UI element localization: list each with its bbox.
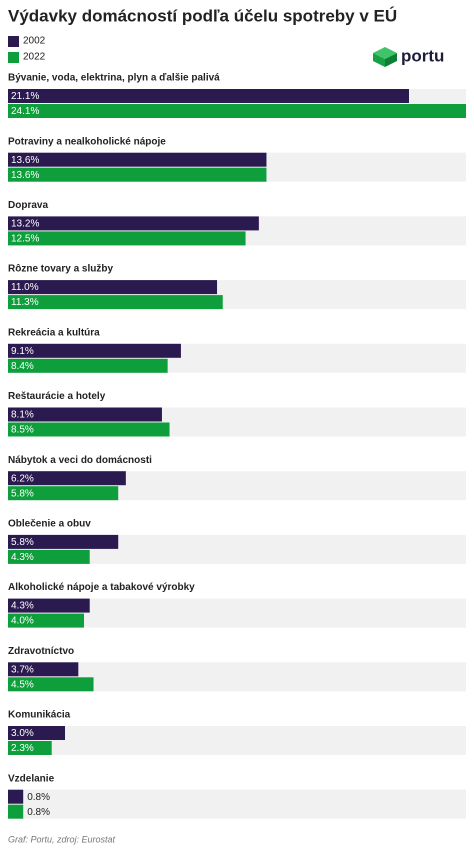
logo-icon bbox=[385, 53, 397, 67]
bar bbox=[8, 216, 259, 231]
bar bbox=[8, 726, 66, 740]
bar bbox=[8, 804, 24, 819]
row-background bbox=[8, 789, 466, 819]
bar bbox=[8, 231, 246, 246]
bar bbox=[8, 152, 267, 167]
logo: portu bbox=[373, 46, 444, 67]
value-label: 2.3% bbox=[11, 743, 34, 754]
value-label: 5.8% bbox=[11, 488, 34, 499]
bar bbox=[8, 741, 52, 755]
value-label: 4.3% bbox=[11, 601, 34, 612]
bar bbox=[8, 598, 90, 613]
value-label: 11.3% bbox=[11, 297, 39, 308]
bar bbox=[8, 471, 126, 486]
value-label: 0.8% bbox=[27, 792, 50, 803]
value-label: 4.3% bbox=[11, 552, 34, 563]
legend-label: 2002 bbox=[23, 36, 46, 47]
value-label: 8.5% bbox=[11, 425, 34, 436]
value-label: 0.8% bbox=[27, 807, 50, 818]
bar bbox=[8, 662, 79, 677]
category-label: Doprava bbox=[8, 200, 48, 211]
value-label: 13.6% bbox=[11, 170, 39, 181]
bar bbox=[8, 407, 162, 422]
bar bbox=[8, 534, 119, 549]
category-label: Zdravotníctvo bbox=[8, 646, 74, 657]
row-background bbox=[8, 726, 466, 755]
legend-swatch bbox=[8, 36, 19, 47]
value-label: 8.1% bbox=[11, 410, 34, 421]
category-label: Komunikácia bbox=[8, 710, 71, 721]
value-label: 11.0% bbox=[11, 282, 39, 293]
category-label: Vzdelanie bbox=[8, 773, 55, 784]
value-label: 9.1% bbox=[11, 346, 34, 357]
bar bbox=[8, 104, 466, 118]
bar bbox=[8, 613, 85, 628]
value-label: 6.2% bbox=[11, 473, 34, 484]
value-label: 13.2% bbox=[11, 219, 39, 230]
bar bbox=[8, 549, 90, 564]
bar bbox=[8, 422, 170, 437]
value-label: 5.8% bbox=[11, 537, 34, 548]
category-label: Rôzne tovary a služby bbox=[8, 264, 113, 275]
logo-text: portu bbox=[401, 46, 444, 65]
category-label: Nábytok a veci do domácnosti bbox=[8, 455, 152, 466]
bar bbox=[8, 280, 218, 295]
category-label: Reštaurácie a hotely bbox=[8, 391, 106, 402]
legend-label: 2022 bbox=[23, 52, 46, 63]
value-label: 4.0% bbox=[11, 616, 34, 627]
chart-title: Výdavky domácností podľa účelu spotreby … bbox=[8, 6, 397, 25]
value-label: 3.0% bbox=[11, 728, 34, 739]
value-label: 8.4% bbox=[11, 361, 34, 372]
bar bbox=[8, 343, 181, 358]
value-label: 21.1% bbox=[11, 91, 39, 102]
category-label: Oblečenie a obuv bbox=[8, 519, 91, 530]
category-label: Rekreácia a kultúra bbox=[8, 327, 100, 338]
bar bbox=[8, 295, 223, 310]
source: Graf: Portu, zdroj: Eurostat bbox=[8, 834, 116, 844]
bar bbox=[8, 677, 94, 692]
bar bbox=[8, 789, 24, 804]
value-label: 13.6% bbox=[11, 155, 39, 166]
value-label: 12.5% bbox=[11, 234, 39, 245]
category-label: Bývanie, voda, elektrina, plyn a ďalšie … bbox=[8, 73, 220, 84]
logo-icon bbox=[373, 53, 385, 67]
value-label: 4.5% bbox=[11, 679, 34, 690]
bar bbox=[8, 486, 119, 501]
bar bbox=[8, 167, 267, 182]
category-label: Potraviny a nealkoholické nápoje bbox=[8, 136, 166, 147]
category-label: Alkoholické nápoje a tabakové výrobky bbox=[8, 582, 195, 593]
value-label: 3.7% bbox=[11, 664, 34, 675]
bar bbox=[8, 89, 409, 103]
value-label: 24.1% bbox=[11, 106, 39, 117]
bar bbox=[8, 358, 168, 373]
legend-swatch bbox=[8, 52, 19, 63]
